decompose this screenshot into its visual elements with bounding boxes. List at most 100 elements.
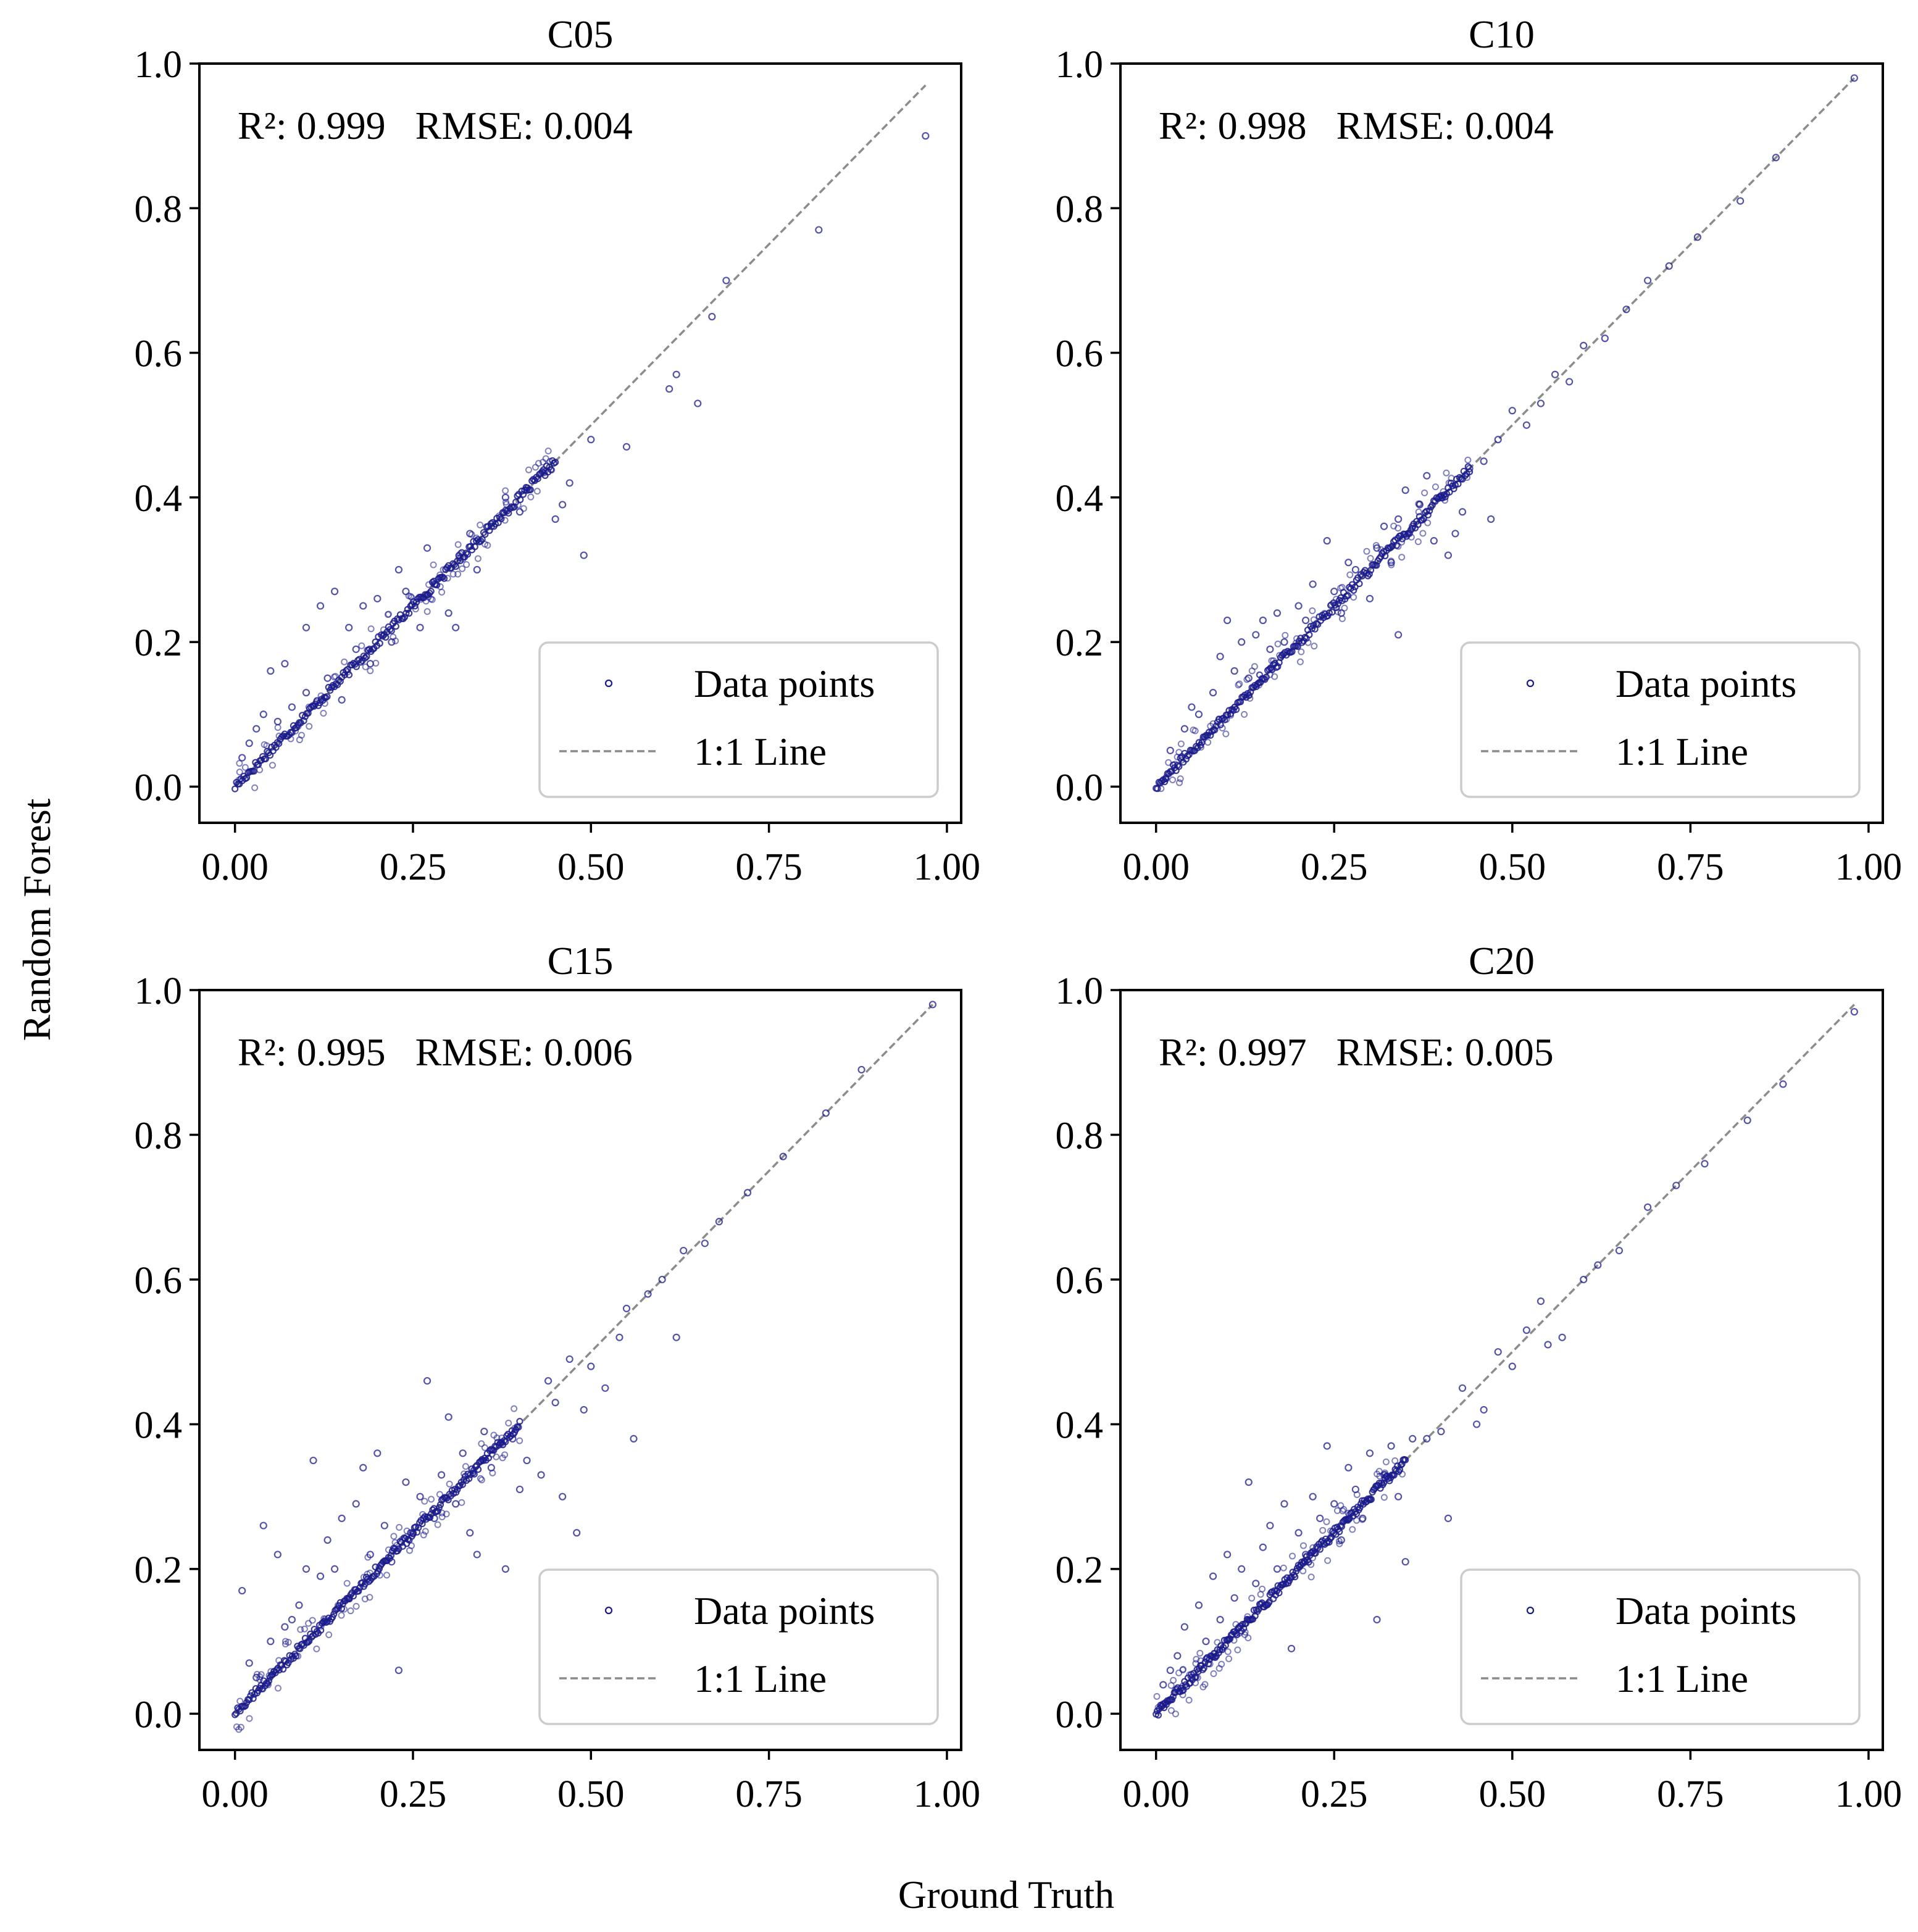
data-point xyxy=(515,1485,524,1494)
data-point xyxy=(1184,752,1191,760)
data-point xyxy=(1424,519,1432,527)
data-point xyxy=(1283,1578,1291,1585)
data-point xyxy=(822,1109,830,1117)
data-point xyxy=(1299,1567,1307,1575)
data-point xyxy=(1522,1326,1530,1334)
data-point xyxy=(438,1509,446,1517)
data-point xyxy=(1366,594,1374,602)
data-point xyxy=(1201,1681,1209,1688)
data-point xyxy=(345,623,353,631)
data-point xyxy=(440,566,447,573)
data-point xyxy=(1333,604,1340,611)
data-point xyxy=(358,642,365,649)
data-point xyxy=(1219,725,1226,732)
data-point xyxy=(1701,1160,1709,1168)
x-tick-label: 0.50 xyxy=(557,1773,625,1815)
data-point xyxy=(401,614,409,621)
data-point xyxy=(1296,658,1304,665)
data-point xyxy=(246,1696,253,1704)
data-point xyxy=(1266,645,1274,653)
data-point xyxy=(466,530,474,538)
data-point xyxy=(1215,715,1222,723)
data-point xyxy=(338,696,346,704)
data-point xyxy=(419,1510,427,1518)
data-point xyxy=(1522,421,1530,429)
panel-c05: C05 0.00 0.25 0.50 0.75 1.00 0.0 0.2 0.4 0.6 0.8 1.… xyxy=(135,12,981,888)
y-tick-label: 0.0 xyxy=(135,1694,183,1736)
data-point xyxy=(1398,554,1406,561)
x-tick-label: 1.00 xyxy=(914,1773,981,1815)
data-point xyxy=(1161,1700,1169,1707)
data-point xyxy=(473,535,480,542)
data-point xyxy=(422,1528,429,1535)
data-point xyxy=(1395,631,1403,639)
data-point xyxy=(427,588,435,595)
data-point xyxy=(474,555,482,562)
x-tick-label: 0.50 xyxy=(1479,1773,1546,1815)
data-point xyxy=(701,1239,709,1247)
data-point xyxy=(349,1593,357,1600)
data-point xyxy=(275,732,283,739)
data-point xyxy=(1426,507,1433,515)
data-point xyxy=(1350,594,1357,601)
data-point xyxy=(1273,1565,1282,1573)
data-point xyxy=(1209,1572,1217,1580)
data-point xyxy=(366,660,374,668)
data-point xyxy=(363,652,370,660)
data-point xyxy=(473,565,481,574)
x-tick-label: 0.75 xyxy=(1657,846,1724,888)
data-point xyxy=(1224,1636,1232,1643)
panel-title: C20 xyxy=(1469,939,1535,983)
data-point xyxy=(1316,1546,1324,1553)
data-point xyxy=(922,132,930,140)
y-tick-label: 0.8 xyxy=(1056,188,1104,230)
data-point xyxy=(1274,663,1282,670)
data-point xyxy=(1295,602,1303,610)
data-point xyxy=(467,543,474,550)
data-point xyxy=(1536,399,1545,407)
data-point xyxy=(406,609,413,617)
data-point xyxy=(1222,730,1230,738)
data-point xyxy=(256,766,264,773)
data-point xyxy=(1615,1246,1624,1255)
data-point xyxy=(452,623,460,631)
data-point xyxy=(238,754,246,762)
data-point xyxy=(323,1536,331,1544)
data-point xyxy=(1480,1405,1488,1414)
data-point xyxy=(1850,1008,1858,1016)
data-point xyxy=(376,639,383,647)
legend-box xyxy=(1460,641,1861,798)
data-point xyxy=(1238,1565,1246,1573)
data-point xyxy=(394,1666,403,1675)
data-point xyxy=(347,1607,354,1615)
data-point xyxy=(541,468,548,475)
data-point xyxy=(1299,1542,1307,1549)
data-point xyxy=(461,1470,468,1478)
data-point xyxy=(434,1521,441,1528)
data-point xyxy=(259,710,267,718)
data-point xyxy=(263,742,270,749)
data-point xyxy=(482,531,489,538)
data-point xyxy=(1154,1712,1162,1719)
data-point xyxy=(477,1475,484,1482)
x-tick-label: 0.25 xyxy=(380,846,447,888)
axes-frame xyxy=(198,62,962,824)
data-point xyxy=(403,1527,411,1534)
data-point xyxy=(416,1493,424,1501)
y-tick-label: 0.2 xyxy=(135,622,183,664)
data-point xyxy=(1178,757,1185,764)
data-point xyxy=(402,609,410,617)
data-point xyxy=(1169,776,1177,783)
data-point xyxy=(443,1510,450,1518)
data-point xyxy=(323,693,331,701)
data-point xyxy=(1430,537,1438,545)
data-point xyxy=(470,1470,478,1478)
data-point xyxy=(672,370,680,378)
data-point xyxy=(527,493,535,501)
data-point xyxy=(391,1539,399,1546)
data-point xyxy=(544,1376,552,1385)
data-point xyxy=(1236,1630,1243,1637)
legend-box xyxy=(1460,1568,1861,1725)
data-point xyxy=(1303,1552,1311,1559)
